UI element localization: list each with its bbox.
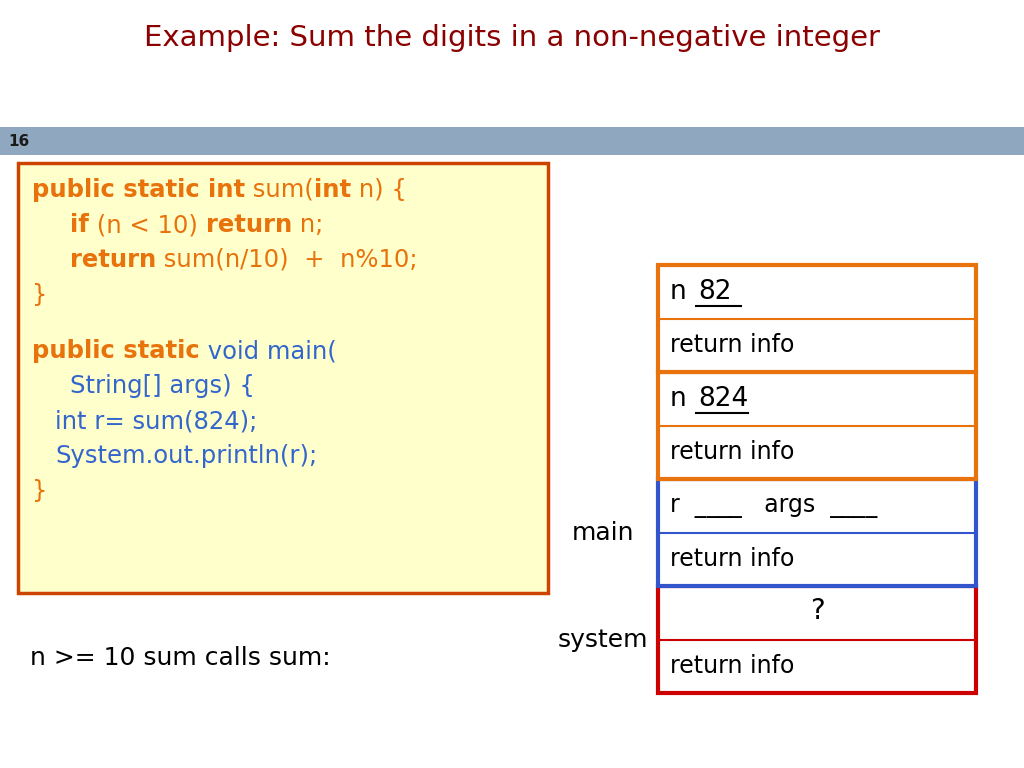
Text: n) {: n) { [351,178,407,202]
Text: n >= 10 sum calls sum:: n >= 10 sum calls sum: [30,646,331,670]
Text: public static: public static [32,339,200,363]
Bar [0,127,1024,155]
Bar [658,586,976,693]
Text: n: n [670,386,695,412]
Text: Example: Sum the digits in a non-negative integer: Example: Sum the digits in a non-negativ… [144,24,880,52]
Text: n;: n; [292,213,324,237]
Text: return info: return info [670,440,795,464]
Text: ?: ? [810,597,824,624]
Text: int: int [314,178,351,202]
Text: System.out.println(r);: System.out.println(r); [55,444,317,468]
Text: String[] args) {: String[] args) { [70,374,255,398]
Bar [658,479,976,586]
Text: 82: 82 [698,279,731,305]
Text: }: } [32,283,47,307]
Text: sum(n/10)  +  n%10;: sum(n/10) + n%10; [157,248,418,272]
Text: return info: return info [670,333,795,357]
Text: system: system [558,627,648,651]
Text: return info: return info [670,548,795,571]
Text: 824: 824 [698,386,749,412]
Text: }: } [32,479,47,503]
Text: main: main [571,521,634,545]
Bar [18,163,548,593]
Bar [658,265,976,372]
Text: (n < 10): (n < 10) [89,213,206,237]
Text: 16: 16 [8,134,30,148]
Bar [658,372,976,479]
Text: int: int [208,178,246,202]
Text: return info: return info [670,654,795,678]
Text: public static: public static [32,178,208,202]
Text: return: return [206,213,292,237]
Text: int r= sum(824);: int r= sum(824); [55,409,257,433]
Text: r  ____   args  ____: r ____ args ____ [670,494,878,518]
Text: if: if [70,213,89,237]
Text: return: return [70,248,157,272]
Text: n: n [670,279,695,305]
Text: void main(: void main( [200,339,336,363]
Text: sum(: sum( [246,178,314,202]
